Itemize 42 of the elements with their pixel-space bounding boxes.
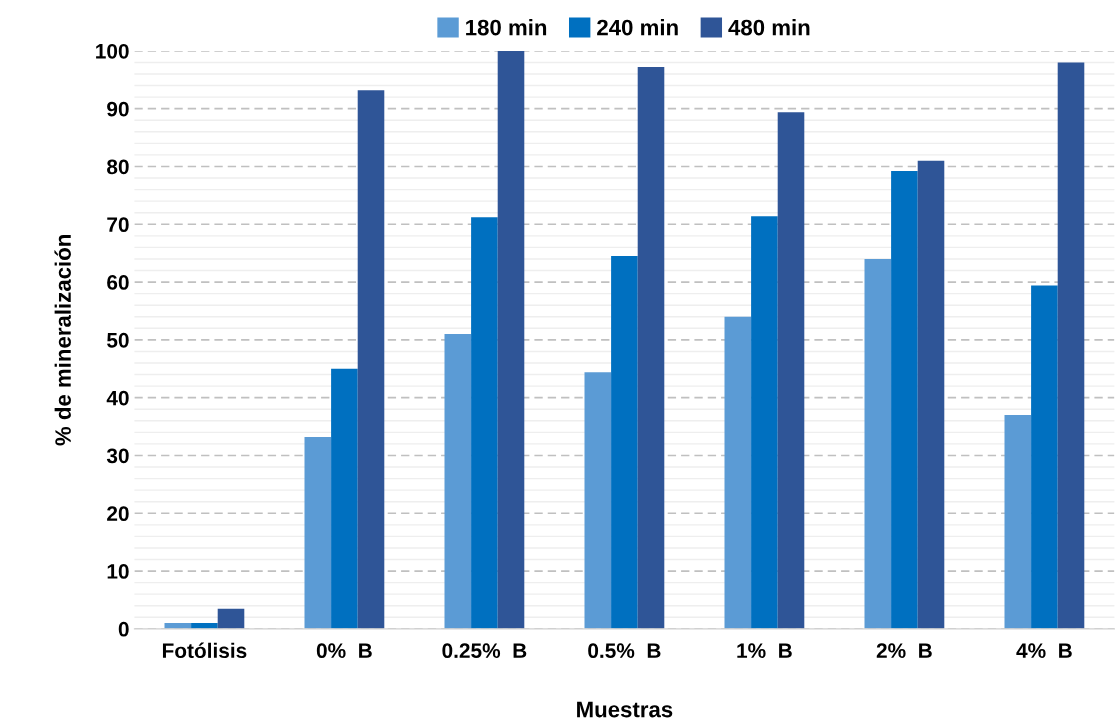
bar: [611, 256, 638, 629]
x-tick-label: Fotólisis: [162, 642, 247, 659]
y-tick-label: 10: [107, 564, 129, 579]
bar: [331, 368, 358, 629]
bar: [1031, 285, 1058, 629]
y-tick-label: 90: [107, 101, 129, 117]
legend-label: 180 min: [466, 19, 547, 36]
bar: [1057, 62, 1085, 629]
y-tick-label: 50: [107, 332, 129, 348]
y-tick-label: 30: [106, 448, 129, 464]
bar: [917, 160, 945, 629]
bar: [217, 608, 245, 629]
bar: [444, 334, 472, 629]
bar: [724, 316, 752, 629]
bar: [357, 90, 385, 629]
legend-label: 240 min: [597, 19, 678, 36]
legend-label: 480 min: [728, 19, 810, 36]
bar: [777, 112, 805, 629]
bar: [637, 67, 665, 629]
bar: [751, 216, 778, 629]
x-tick-label: 1% B: [737, 643, 792, 658]
x-axis-title: Muestras: [577, 701, 673, 718]
x-tick-label: 2% B: [876, 643, 932, 658]
x-tick-label: 0.5% B: [588, 643, 661, 659]
x-tick-label: 0.25% B: [442, 643, 527, 659]
y-tick-label: 70: [107, 217, 129, 233]
bar: [471, 217, 498, 629]
y-tick-label: 20: [107, 506, 129, 522]
x-tick-label: 4% B: [1016, 643, 1072, 658]
y-tick-label: 60: [107, 275, 129, 290]
y-axis-title: % de mineralización: [54, 235, 71, 446]
y-tick-label: 0: [118, 621, 129, 637]
y-tick-label: 100: [96, 43, 129, 59]
y-tick-label: 40: [106, 390, 129, 406]
y-tick-label: 80: [107, 159, 129, 175]
x-tick-label: 0% B: [316, 643, 372, 659]
bar: [1004, 415, 1032, 629]
bar: [584, 372, 612, 629]
bar: [497, 50, 525, 629]
bar: [864, 258, 892, 629]
bar: [891, 171, 918, 629]
bar: [304, 436, 332, 629]
